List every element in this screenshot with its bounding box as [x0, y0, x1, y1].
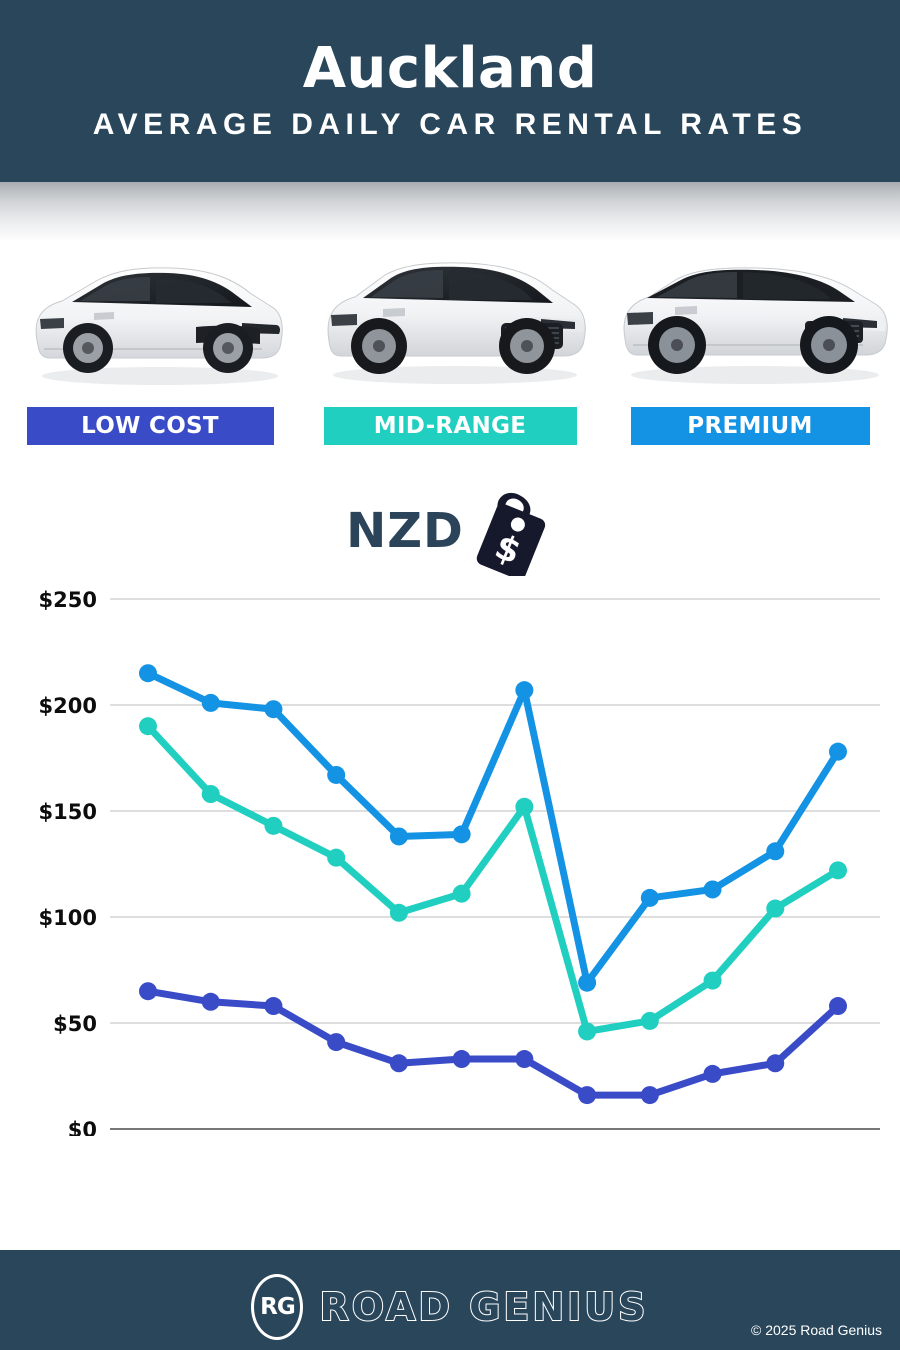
price-tag-icon: $: [476, 492, 546, 576]
badge-low-cost[interactable]: LOW COST: [26, 407, 274, 445]
data-point: [264, 700, 283, 719]
brand-name: ROAD GENIUS: [318, 1284, 649, 1330]
category-badge-row: LOW COST MID-RANGE PREMIUM: [0, 407, 900, 445]
data-point: [389, 903, 408, 922]
header-banner: Auckland AVERAGE DAILY CAR RENTAL RATES: [0, 0, 900, 182]
suv-car-icon: [327, 262, 586, 384]
data-point: [452, 1050, 471, 1069]
data-point: [829, 997, 847, 1016]
data-point: [201, 785, 220, 804]
y-tick-0: $0: [68, 1118, 97, 1136]
data-point: [578, 1086, 597, 1105]
data-point: [139, 664, 157, 683]
data-point: [515, 681, 534, 700]
data-point: [201, 992, 220, 1011]
hatchback-car-icon: [35, 267, 283, 385]
data-point: [452, 825, 471, 844]
page-title: Auckland: [302, 35, 598, 101]
y-tick-200: $200: [39, 694, 97, 718]
header-gradient-divider: [0, 182, 900, 242]
data-point: [640, 1011, 659, 1030]
point-group-premium: [139, 664, 847, 992]
rg-monogram-icon: RG: [251, 1274, 304, 1340]
copyright-text: © 2025 Road Genius: [751, 1322, 882, 1338]
badge-premium[interactable]: PREMIUM: [630, 407, 870, 445]
car-cell-mid-range: [300, 240, 600, 400]
footer-content: RG ROAD GENIUS: [0, 1250, 900, 1350]
data-point: [389, 827, 408, 846]
line-series-low-cost: [144, 987, 842, 1099]
data-point: [139, 717, 157, 736]
data-point: [201, 693, 220, 712]
y-tick-100: $100: [39, 906, 97, 930]
data-point: [327, 765, 346, 784]
data-point: [264, 816, 283, 835]
footer: RG ROAD GENIUS © 2025 Road Genius: [0, 1250, 900, 1350]
data-point: [703, 1064, 722, 1083]
chart-gridlines: [110, 598, 880, 1130]
data-point: [389, 1054, 408, 1073]
currency-label: NZD: [346, 503, 464, 559]
data-point: [766, 842, 785, 861]
badge-cell-low-cost: LOW COST: [0, 407, 300, 445]
data-point: [139, 982, 157, 1001]
data-point: [578, 973, 597, 992]
y-tick-50: $50: [53, 1012, 97, 1036]
chart-y-axis-labels: $250 $200 $150 $100 $50 $0: [39, 588, 97, 1136]
line-series-premium: [144, 669, 842, 987]
chart-series-layer: [139, 664, 847, 1105]
footer-arc-shape: [0, 1250, 900, 1350]
page-subtitle: AVERAGE DAILY CAR RENTAL RATES: [92, 108, 808, 142]
data-point: [327, 848, 346, 867]
point-group-mid-range: [139, 717, 847, 1041]
luxury-suv-car-icon: [623, 267, 888, 384]
data-point: [703, 971, 722, 990]
data-point: [578, 1022, 597, 1041]
line-series-mid-range: [144, 722, 842, 1035]
data-point: [640, 888, 659, 907]
data-point: [766, 1054, 785, 1073]
point-group-low-cost: [139, 982, 847, 1105]
data-point: [264, 997, 283, 1016]
rental-rate-line-chart: $250 $200 $150 $100 $50 $0 JANFEBMARAPRM…: [0, 576, 900, 1136]
currency-label-row: NZD $: [0, 486, 900, 576]
y-tick-250: $250: [39, 588, 97, 612]
brand-logo[interactable]: RG ROAD GENIUS: [251, 1274, 648, 1340]
data-point: [452, 884, 471, 903]
badge-cell-mid-range: MID-RANGE: [300, 407, 600, 445]
data-point: [703, 880, 722, 899]
data-point: [829, 742, 847, 761]
car-image-row: [0, 240, 900, 400]
data-point: [515, 797, 534, 816]
y-tick-150: $150: [39, 800, 97, 824]
badge-cell-premium: PREMIUM: [600, 407, 900, 445]
data-point: [766, 899, 785, 918]
car-cell-low-cost: [0, 240, 300, 400]
car-cell-premium: [600, 240, 900, 400]
data-point: [515, 1050, 534, 1069]
data-point: [640, 1086, 659, 1105]
data-point: [327, 1033, 346, 1052]
badge-mid-range[interactable]: MID-RANGE: [323, 407, 577, 445]
data-point: [829, 861, 847, 880]
chart-svg: $250 $200 $150 $100 $50 $0 JANFEBMARAPRM…: [39, 588, 880, 1136]
